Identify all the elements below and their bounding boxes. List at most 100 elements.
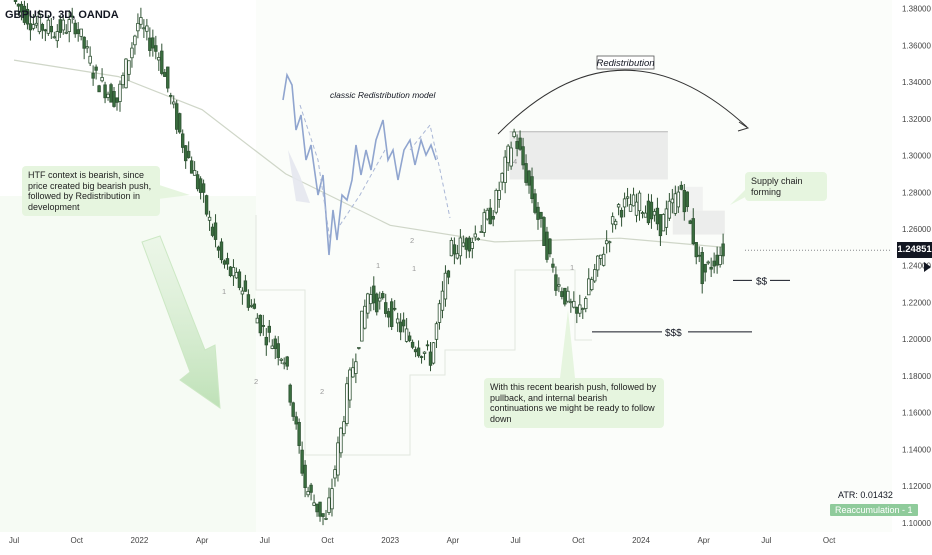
candle[interactable] <box>488 199 492 225</box>
candle[interactable] <box>136 13 140 39</box>
candle[interactable] <box>718 246 722 268</box>
candle[interactable] <box>622 192 627 218</box>
candle[interactable] <box>706 260 710 265</box>
candle[interactable] <box>279 357 283 364</box>
candle[interactable] <box>25 3 30 30</box>
candle[interactable] <box>225 252 230 270</box>
candle[interactable] <box>661 213 666 232</box>
candle[interactable] <box>163 68 167 77</box>
candle[interactable] <box>476 237 480 241</box>
candle[interactable] <box>201 179 206 203</box>
candle[interactable] <box>330 478 334 517</box>
candle[interactable] <box>121 72 125 89</box>
candle[interactable] <box>336 436 340 482</box>
candle[interactable] <box>721 233 725 265</box>
candle[interactable] <box>539 211 543 228</box>
candle[interactable] <box>148 27 152 57</box>
candle[interactable] <box>503 150 507 194</box>
candle[interactable] <box>52 31 57 39</box>
candle[interactable] <box>416 340 421 358</box>
candle[interactable] <box>154 35 158 60</box>
candle[interactable] <box>88 46 92 67</box>
candle[interactable] <box>94 64 98 80</box>
candle[interactable] <box>300 441 304 477</box>
candle[interactable] <box>440 281 445 319</box>
candle[interactable] <box>419 355 424 364</box>
candle[interactable] <box>360 310 364 342</box>
candle[interactable] <box>530 167 534 204</box>
candle[interactable] <box>509 141 513 170</box>
candle[interactable] <box>178 112 182 134</box>
candle[interactable] <box>306 486 310 498</box>
candle[interactable] <box>392 299 397 312</box>
candle[interactable] <box>649 194 654 229</box>
candle[interactable] <box>100 68 104 83</box>
candle[interactable] <box>321 513 325 526</box>
candle[interactable] <box>443 265 448 307</box>
candle[interactable] <box>73 19 77 38</box>
candle[interactable] <box>151 29 155 57</box>
candle[interactable] <box>452 237 457 265</box>
candle[interactable] <box>169 92 173 105</box>
candle[interactable] <box>124 58 128 89</box>
candle[interactable] <box>49 17 54 40</box>
candle[interactable] <box>180 129 185 154</box>
candle[interactable] <box>425 340 430 351</box>
candle[interactable] <box>291 401 295 421</box>
candle[interactable] <box>276 336 280 366</box>
candle[interactable] <box>551 258 555 273</box>
candle[interactable] <box>679 181 684 191</box>
candle[interactable] <box>566 286 570 304</box>
candle[interactable] <box>43 28 48 42</box>
candle[interactable] <box>13 0 18 5</box>
candle[interactable] <box>76 22 80 42</box>
candle[interactable] <box>231 259 236 286</box>
candle[interactable] <box>354 353 358 384</box>
candle[interactable] <box>593 263 597 284</box>
candle[interactable] <box>91 65 95 86</box>
candle[interactable] <box>610 212 615 233</box>
candle[interactable] <box>422 351 427 361</box>
candle[interactable] <box>378 291 382 310</box>
candle[interactable] <box>288 383 292 406</box>
candle[interactable] <box>339 427 343 458</box>
candle[interactable] <box>160 43 164 76</box>
candle[interactable] <box>628 193 633 212</box>
candle[interactable] <box>384 293 388 318</box>
candle[interactable] <box>67 10 71 43</box>
candle[interactable] <box>482 208 486 237</box>
candle[interactable] <box>172 95 176 109</box>
candle[interactable] <box>309 482 313 501</box>
candle[interactable] <box>252 298 257 310</box>
candle[interactable] <box>285 355 289 371</box>
candle[interactable] <box>85 40 89 54</box>
candle[interactable] <box>676 186 681 213</box>
candle[interactable] <box>324 509 328 521</box>
candle[interactable] <box>685 191 689 212</box>
candle[interactable] <box>542 216 546 246</box>
candle[interactable] <box>198 176 203 200</box>
candle[interactable] <box>389 298 394 331</box>
price-axis[interactable]: 1.38000 1.36000 1.34000 1.32000 1.30000 1.280… <box>892 0 932 532</box>
candle[interactable] <box>189 156 194 174</box>
candle[interactable] <box>246 289 251 311</box>
scroll-to-realtime-icon[interactable] <box>924 262 931 273</box>
candle[interactable] <box>596 255 600 277</box>
candle[interactable] <box>557 277 561 293</box>
candle[interactable] <box>139 7 143 29</box>
candle[interactable] <box>127 60 131 81</box>
candle[interactable] <box>357 347 361 350</box>
candle[interactable] <box>204 194 209 217</box>
candle[interactable] <box>667 193 672 222</box>
candle[interactable] <box>449 237 454 257</box>
candle[interactable] <box>37 9 42 35</box>
candle[interactable] <box>79 28 83 41</box>
candle[interactable] <box>434 321 439 349</box>
candle[interactable] <box>112 87 116 108</box>
candle[interactable] <box>103 81 107 104</box>
candle[interactable] <box>348 367 352 408</box>
candle[interactable] <box>243 274 248 292</box>
reaccumulation-badge[interactable]: Reaccumulation - 1 <box>830 504 918 516</box>
